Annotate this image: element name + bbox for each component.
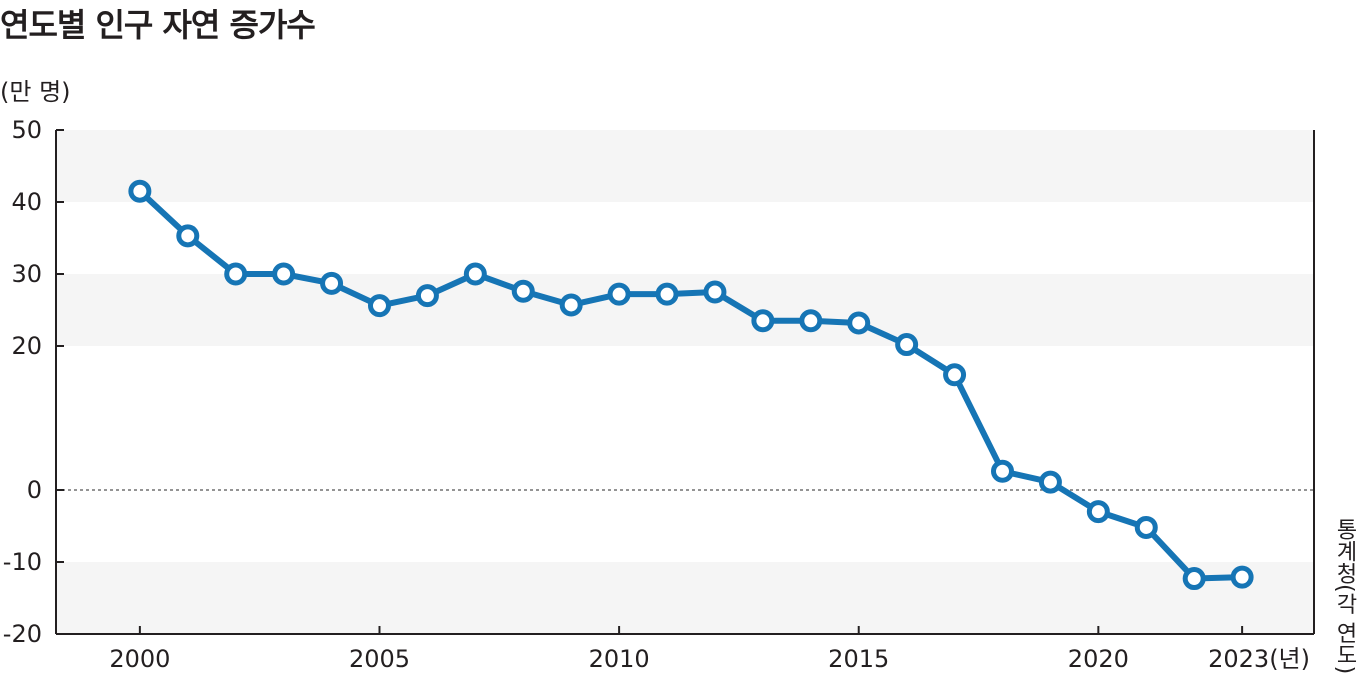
data-point bbox=[511, 279, 535, 303]
data-point bbox=[1230, 565, 1254, 589]
x-tick-label: 2000 bbox=[109, 645, 170, 673]
y-axis-unit-label: (만 명) bbox=[0, 78, 71, 106]
data-point bbox=[559, 293, 583, 317]
series-polyline bbox=[136, 188, 1246, 582]
y-tick-label: 40 bbox=[11, 188, 42, 216]
data-point bbox=[128, 179, 152, 203]
chart-title: 연도별 인구 자연 증가수 bbox=[0, 6, 316, 44]
data-point bbox=[895, 333, 919, 357]
data-point bbox=[463, 262, 487, 286]
data-point bbox=[367, 294, 391, 318]
y-tick-label: -10 bbox=[3, 548, 42, 576]
data-point bbox=[607, 282, 631, 306]
x-axis-ticks: 2000 2005 2010 2015 2020 2023(년) bbox=[109, 626, 1310, 673]
data-point bbox=[224, 262, 248, 286]
source-note: 통계청(각 연도) bbox=[1332, 518, 1357, 674]
data-point bbox=[320, 271, 344, 295]
data-point bbox=[272, 262, 296, 286]
y-tick-label: 20 bbox=[11, 332, 42, 360]
data-point bbox=[1086, 500, 1110, 524]
data-point bbox=[176, 224, 200, 248]
x-tick-label: 2015 bbox=[828, 645, 889, 673]
x-tick-label: 2005 bbox=[349, 645, 410, 673]
x-tick-label: 2020 bbox=[1068, 645, 1129, 673]
grid-band bbox=[56, 274, 1314, 346]
grid-band bbox=[56, 562, 1314, 634]
data-point bbox=[990, 459, 1014, 483]
chart-axes bbox=[55, 130, 1315, 635]
series-line bbox=[136, 188, 1246, 582]
grid-band bbox=[56, 130, 1314, 202]
data-point bbox=[799, 309, 823, 333]
data-point bbox=[415, 284, 439, 308]
data-points bbox=[128, 179, 1254, 591]
data-point bbox=[943, 363, 967, 387]
data-point bbox=[703, 280, 727, 304]
data-point bbox=[655, 282, 679, 306]
y-tick-label: 0 bbox=[27, 476, 42, 504]
x-tick-label: 2010 bbox=[589, 645, 650, 673]
y-tick-label: 30 bbox=[11, 260, 42, 288]
data-point bbox=[847, 311, 871, 335]
y-tick-label: -20 bbox=[3, 620, 42, 648]
data-point bbox=[751, 309, 775, 333]
x-tick-label: 2023(년) bbox=[1208, 645, 1310, 673]
data-point bbox=[1134, 515, 1158, 539]
y-tick-label: 50 bbox=[11, 116, 42, 144]
data-point bbox=[1038, 470, 1062, 494]
data-point bbox=[1182, 567, 1206, 591]
y-axis-ticks: 50 40 30 20 0 -10 -20 bbox=[3, 116, 64, 648]
grid-bands bbox=[56, 130, 1314, 634]
